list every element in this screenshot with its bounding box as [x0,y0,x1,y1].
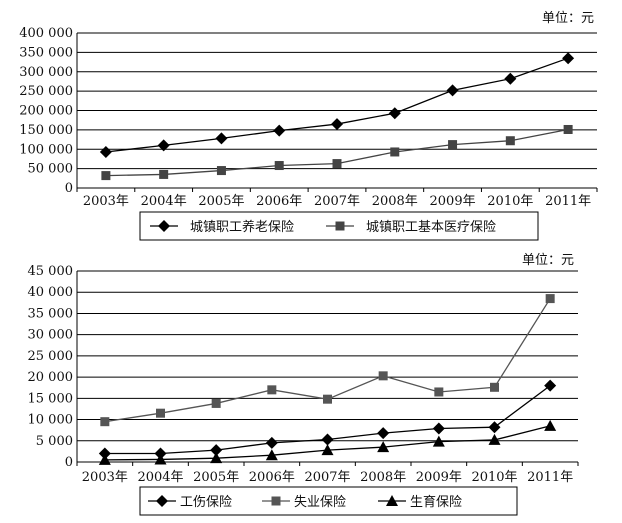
x-tick-label: 2006年 [249,470,295,485]
y-tick-label: 0 [65,181,73,196]
data-point [101,171,111,181]
x-tick-label: 2009年 [430,194,476,209]
legend-label: 工伤保险 [180,495,232,510]
x-tick-label: 2011年 [545,194,591,209]
data-point [156,408,165,418]
data-point [321,444,334,456]
x-tick-label: 2008年 [360,470,406,485]
data-point [265,436,278,449]
data-point [99,145,112,158]
y-tick-label: 300 000 [19,65,73,80]
y-tick-label: 150 000 [19,123,73,138]
data-point [267,385,277,395]
y-tick-label: 40 000 [28,285,74,300]
legend-label: 生育保险 [410,494,462,510]
x-tick-label: 2004年 [137,470,183,485]
legend-marker [271,496,281,506]
y-tick-label: 350 000 [19,45,73,60]
data-point [157,139,170,152]
x-tick-label: 2007年 [314,194,360,209]
data-point [377,427,390,440]
x-tick-label: 2003年 [83,194,129,209]
x-tick-label: 2005年 [198,194,244,209]
data-point [505,136,515,146]
data-point [544,419,557,431]
legend-label: 城镇职工基本医疗保险 [366,220,496,235]
data-point [432,422,445,435]
data-point [563,124,573,134]
data-point [488,421,501,434]
x-tick-label: 2003年 [82,470,128,485]
y-tick-label: 35 000 [28,306,74,321]
x-tick-label: 2006年 [256,194,302,209]
x-tick-label: 2011年 [527,470,573,485]
data-point [446,84,459,97]
y-tick-label: 20 000 [28,370,74,385]
unit-label: 单位：元 [522,253,574,268]
y-tick-label: 400 000 [19,26,73,41]
y-tick-label: 45 000 [28,264,74,279]
y-tick-label: 15 000 [28,391,74,406]
y-tick-label: 25 000 [28,349,74,364]
data-point [562,52,575,65]
data-point [377,441,390,453]
data-point [323,394,332,404]
x-tick-label: 2005年 [193,470,239,485]
legend-label: 失业保险 [294,495,346,510]
data-point [210,452,223,464]
data-point [265,449,278,461]
legend-box [139,486,518,516]
y-tick-label: 30 000 [28,328,74,343]
data-point [432,435,445,447]
data-point [159,169,169,179]
data-point [210,444,223,457]
data-point [504,72,517,85]
y-tick-label: 200 000 [19,104,73,119]
data-point [216,166,226,176]
data-point [544,379,557,392]
data-point [331,118,343,131]
y-tick-label: 10 000 [28,413,74,428]
data-point [98,447,111,460]
data-point [448,140,458,150]
legend-marker [335,221,345,231]
data-point [388,107,401,120]
data-point [545,294,555,304]
x-tick-label: 2010年 [487,194,533,209]
data-point [273,124,286,137]
data-point [274,161,284,171]
x-tick-label: 2007年 [304,470,350,485]
x-tick-label: 2010年 [471,470,517,485]
data-point [390,147,400,157]
data-point [321,433,334,446]
y-tick-label: 250 000 [19,84,73,99]
y-tick-label: 5 000 [36,434,73,449]
chart-pension-medical: 单位：元 0 50 000 100 000 150 000 200 000 250 000… [19,11,598,241]
legend-marker [158,220,170,232]
data-point [332,159,342,169]
data-point [100,417,110,427]
legend-label: 城镇职工养老保险 [190,219,294,235]
x-tick-label: 2008年 [372,194,418,209]
data-point [490,382,499,392]
legend-marker [386,495,398,506]
y-tick-label: 0 [65,455,73,470]
chart-injury-unemployment-maternity: 单位：元 0 5 000 10 000 15 000 20 000 25 000 30 00… [28,253,579,516]
y-tick-label: 50 000 [28,162,74,177]
x-tick-label: 2009年 [416,470,462,485]
x-tick-label: 2004年 [141,194,187,209]
data-point [154,453,167,465]
legend-box [139,211,539,241]
data-point [215,132,228,145]
data-point [98,453,111,465]
unit-label: 单位：元 [542,11,594,26]
data-point [378,371,388,381]
legend-marker [156,495,168,507]
data-point [488,433,501,445]
y-tick-label: 100 000 [19,142,73,157]
data-point [434,387,444,397]
series-line [105,57,569,153]
data-point [211,398,221,408]
